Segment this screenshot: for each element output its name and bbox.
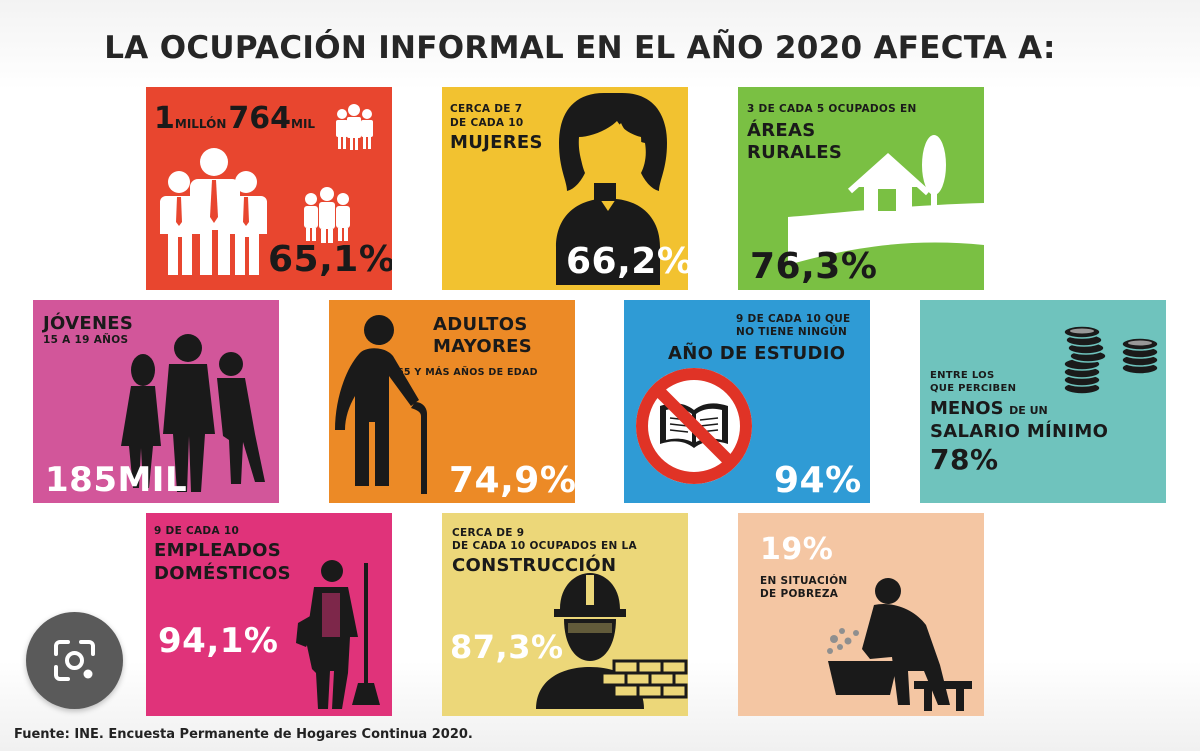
total-word-thousand: MIL [291, 117, 316, 131]
no-study-book-icon [636, 368, 752, 484]
elderly-label2: MAYORES [433, 336, 533, 357]
tile-total-workers: 1MILLÓN764MIL [146, 87, 392, 290]
tile-domestic-workers: 9 DE CADA 10 EMPLEADOS DOMÉSTICOS 94,1% [146, 513, 392, 716]
women-percentage: 66,2% [566, 241, 688, 282]
poverty-line1: EN SITUACIÓN [760, 575, 848, 587]
poverty-line2: DE POBREZA [760, 588, 839, 600]
wage-line1: ENTRE LOS [930, 370, 995, 381]
tile-rural: 3 DE CADA 5 OCUPADOS EN ÁREAS RURALES 76… [738, 87, 984, 290]
elderly-sub: 65 Y MÁS AÑOS DE EDAD [397, 367, 538, 378]
total-number-million: 1 [154, 101, 175, 136]
construction-label: CONSTRUCCIÓN [452, 555, 617, 576]
elderly-percentage: 74,9% [449, 460, 575, 501]
rural-percentage: 76,3% [750, 246, 878, 287]
tile-minimum-wage: ENTRE LOS QUE PERCIBEN MENOS DE UN SALAR… [920, 300, 1166, 503]
tile-construction: CERCA DE 9 DE CADA 10 OCUPADOS EN LA CON… [442, 513, 688, 716]
rural-line1: 3 DE CADA 5 OCUPADOS EN [747, 103, 917, 115]
domestic-label2: DOMÉSTICOS [154, 563, 291, 584]
tile-study: 9 DE CADA 10 QUE NO TIENE NINGÚN AÑO DE … [624, 300, 870, 503]
wage-percentage: 78% [930, 443, 999, 476]
elderly-cane-icon [335, 315, 427, 494]
study-line2: NO TIENE NINGÚN [736, 326, 848, 338]
domestic-line1: 9 DE CADA 10 [154, 525, 240, 537]
domestic-label1: EMPLEADOS [154, 540, 282, 561]
women-line2: DE CADA 10 [450, 117, 524, 129]
youth-label: JÓVENES [43, 313, 134, 334]
construction-line2: DE CADA 10 OCUPADOS EN LA [452, 540, 637, 552]
study-percentage: 94% [774, 460, 862, 501]
rural-label1: ÁREAS [747, 120, 816, 141]
study-line1: 9 DE CADA 10 QUE [736, 313, 851, 325]
youth-value: 185MIL [45, 460, 188, 500]
rural-label2: RURALES [747, 142, 843, 163]
construction-worker-icon [536, 573, 688, 709]
domestic-percentage: 94,1% [158, 621, 279, 661]
lens-camera-icon [54, 640, 95, 681]
image-search-lens-button[interactable] [26, 612, 123, 709]
women-line1: CERCA DE 7 [450, 103, 523, 115]
tile-elderly: ADULTOS MAYORES 65 Y MÁS AÑOS DE EDAD 74… [329, 300, 575, 503]
washing-person-icon [827, 578, 972, 711]
construction-line1: CERCA DE 9 [452, 527, 525, 539]
tile-poverty: 19% EN SITUACIÓN DE POBREZA [738, 513, 984, 716]
wage-label-of-a: DE UN [1009, 404, 1048, 417]
workers-group-icon [160, 104, 373, 275]
rural-house-icon [788, 135, 984, 265]
study-label: AÑO DE ESTUDIO [668, 343, 846, 364]
tile-women: CERCA DE 7 DE CADA 10 MUJERES 66,2% [442, 87, 688, 290]
youth-silhouettes-icon [121, 334, 265, 492]
total-number-thousand: 764 [228, 101, 292, 136]
elderly-label1: ADULTOS [433, 314, 528, 335]
wage-label-minimum: SALARIO MÍNIMO [930, 421, 1109, 442]
tile-youth: JÓVENES 15 A 19 AÑOS 185MIL [33, 300, 279, 503]
construction-percentage: 87,3% [450, 628, 564, 666]
women-label: MUJERES [450, 132, 543, 153]
coins-stack-icon [1063, 325, 1159, 395]
total-percentage: 65,1% [268, 239, 392, 280]
source-caption: Fuente: INE. Encuesta Permanente de Hoga… [14, 727, 473, 742]
wage-label-less: MENOS [930, 398, 1004, 419]
page-title: LA OCUPACIÓN INFORMAL EN EL AÑO 2020 AFE… [104, 30, 1056, 66]
woman-icon [556, 93, 667, 285]
total-word-million: MILLÓN [174, 117, 227, 131]
wage-line2: QUE PERCIBEN [930, 383, 1017, 394]
cleaner-icon [296, 560, 380, 709]
youth-sub: 15 A 19 AÑOS [43, 334, 129, 346]
poverty-percentage: 19% [760, 532, 834, 567]
